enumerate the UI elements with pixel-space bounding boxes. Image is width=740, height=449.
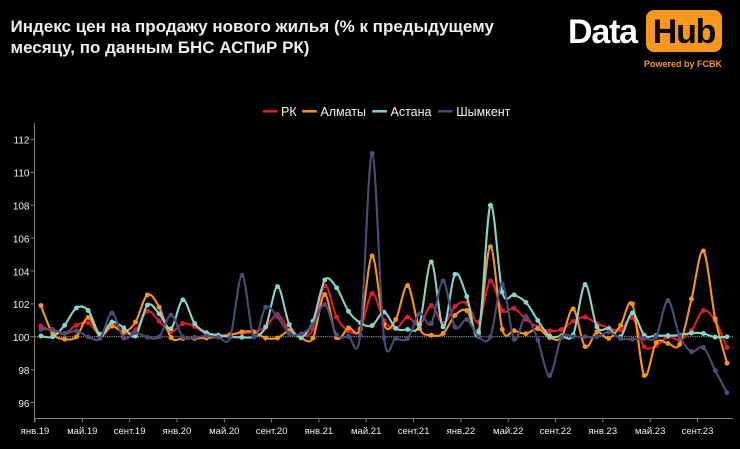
svg-text:янв.19: янв.19 bbox=[21, 426, 50, 437]
svg-text:сент.19: сент.19 bbox=[114, 426, 146, 437]
svg-text:май.20: май.20 bbox=[209, 426, 239, 437]
svg-text:май.19: май.19 bbox=[67, 426, 97, 437]
svg-text:янв.20: янв.20 bbox=[163, 426, 192, 437]
svg-text:100: 100 bbox=[13, 333, 30, 344]
svg-text:98: 98 bbox=[18, 366, 30, 377]
svg-text:104: 104 bbox=[13, 267, 30, 278]
svg-text:сент.21: сент.21 bbox=[398, 426, 430, 437]
svg-text:май.21: май.21 bbox=[351, 426, 381, 437]
svg-text:сент.23: сент.23 bbox=[682, 426, 714, 437]
svg-text:Алматы: Алматы bbox=[320, 105, 366, 119]
svg-text:106: 106 bbox=[13, 234, 30, 245]
svg-text:108: 108 bbox=[13, 202, 30, 213]
svg-text:май.23: май.23 bbox=[635, 426, 665, 437]
svg-text:112: 112 bbox=[14, 136, 30, 147]
svg-text:96: 96 bbox=[18, 399, 30, 410]
svg-text:102: 102 bbox=[13, 300, 30, 311]
svg-text:янв.23: янв.23 bbox=[588, 426, 617, 437]
svg-text:май.22: май.22 bbox=[493, 426, 523, 437]
svg-text:Астана: Астана bbox=[391, 105, 432, 119]
svg-text:110: 110 bbox=[14, 169, 30, 180]
svg-text:янв.21: янв.21 bbox=[305, 426, 334, 437]
svg-text:сент.20: сент.20 bbox=[256, 426, 288, 437]
svg-text:янв.22: янв.22 bbox=[447, 426, 476, 437]
svg-text:Шымкент: Шымкент bbox=[456, 105, 510, 119]
svg-text:РК: РК bbox=[281, 105, 297, 119]
svg-text:сент.22: сент.22 bbox=[540, 426, 572, 437]
